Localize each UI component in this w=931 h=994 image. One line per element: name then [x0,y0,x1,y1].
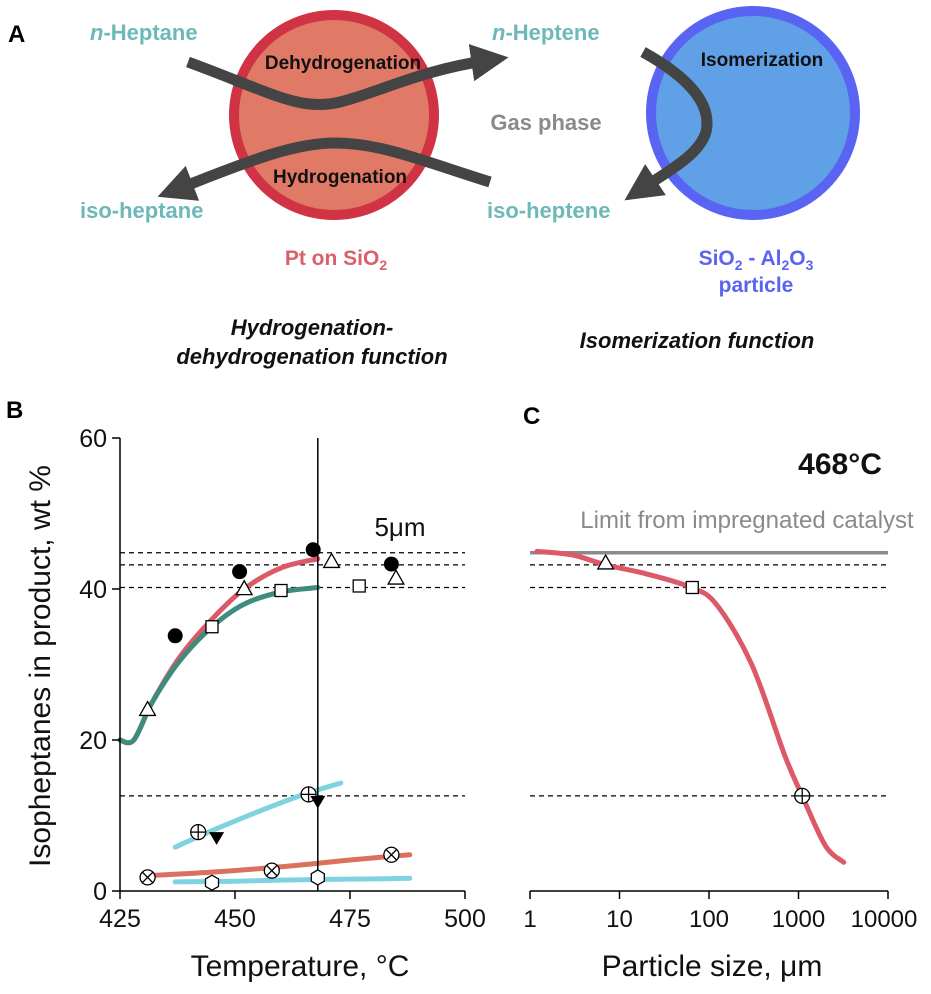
b-point-1 [232,564,248,580]
b-point-18 [204,874,220,891]
iso-heptane-label: iso-heptane [80,198,203,223]
b-point-6 [322,552,341,569]
b-xtick-label-2: 475 [329,905,371,933]
b-xtick-label-0: 425 [99,905,141,933]
c-ticks: 1 10 100 1000 10000 [523,891,917,933]
c-point-1 [685,580,699,595]
hydrogenation-arrow [157,137,492,201]
panel-c-label: C [523,403,540,430]
particle-label: particle [719,274,794,297]
c-reference-lines [530,551,888,797]
panel-b-label: B [6,397,23,424]
panel-a-label: A [8,21,25,48]
isomerization-arrow [624,47,713,201]
c-curve [534,548,847,865]
b-annotation-5um: 5μm [374,512,425,542]
b-point-19 [310,869,325,886]
b-point-0 [167,628,183,644]
function-left-line-2: dehydrogenation function [176,344,447,369]
c-point-2 [794,787,811,805]
isomerization-label: Isomerization [701,50,823,71]
b-point-2 [305,542,321,558]
hydrogenation-label: Hydrogenation [273,167,407,188]
c-limit-label: Limit from impregnated catalyst [580,507,914,534]
c-temperature-label: 468°C [798,448,882,481]
c-xtick-label-2: 100 [689,906,729,933]
b-point-17 [383,846,400,863]
dehydrogenation-label: Dehydrogenation [265,53,421,74]
b-point-14 [310,795,326,809]
gas-phase-label: Gas phase [490,110,601,135]
b-ytick-label-1: 20 [79,727,107,755]
b-point-11 [190,823,207,841]
b-ticks: 0 20 40 60 425 450 475 500 [79,425,486,933]
b-point-7 [387,568,405,585]
c-x-axis-label: Particle size, μm [602,950,823,983]
b-ytick-label-3: 60 [79,425,107,453]
b-curve-3 [140,852,413,879]
b-point-4 [138,700,157,717]
c-xtick-label-3: 1000 [772,906,825,933]
n-heptene-label: n-Heptene [492,20,600,45]
c-point-0 [596,553,615,570]
b-axes [119,438,465,892]
b-point-8 [205,620,219,634]
panel-a: A n-Heptane n-Heptene iso-heptane iso-he… [8,6,860,369]
b-point-3 [383,556,399,572]
isomerization-particle-circle [646,6,860,220]
c-xtick-label-0: 1 [523,906,536,933]
c-points [596,553,811,805]
c-xtick-label-1: 10 [606,906,633,933]
b-y-axis-label: Isopheptanes in product, wt % [24,465,57,867]
c-xtick-label-4: 10000 [851,906,918,933]
iso-heptene-label: iso-heptene [487,198,610,223]
b-point-9 [274,583,288,598]
pt-on-sio2-label: Pt on SiO2 [285,247,388,273]
c-curves [534,548,847,865]
function-left-line-1: Hydrogenation- [231,315,394,340]
b-point-10 [352,579,366,593]
b-curves [117,556,413,885]
b-point-5 [235,579,254,596]
b-point-13 [209,832,225,845]
panel-c: C 468°C Limit from impregnated catalyst … [523,403,917,983]
sio2-al2o3-label: SiO2 - Al2O3 [699,247,814,273]
b-x-axis-label: Temperature, °C [191,950,410,983]
function-right-label: Isomerization function [580,328,815,353]
n-heptane-label: n-Heptane [90,20,198,45]
b-point-15 [139,869,156,886]
b-xtick-label-1: 450 [214,905,256,933]
b-points [138,542,405,891]
panel-b: B 0 20 40 60 425 450 475 500 5μm Temperature, °… [6,397,486,983]
b-ytick-label-2: 40 [79,576,107,604]
b-xtick-label-3: 500 [444,905,486,933]
b-point-16 [263,862,280,879]
dehydrogenation-arrow [186,44,509,111]
pt-catalyst-circle [229,10,439,220]
b-ytick-label-0: 0 [93,878,107,906]
